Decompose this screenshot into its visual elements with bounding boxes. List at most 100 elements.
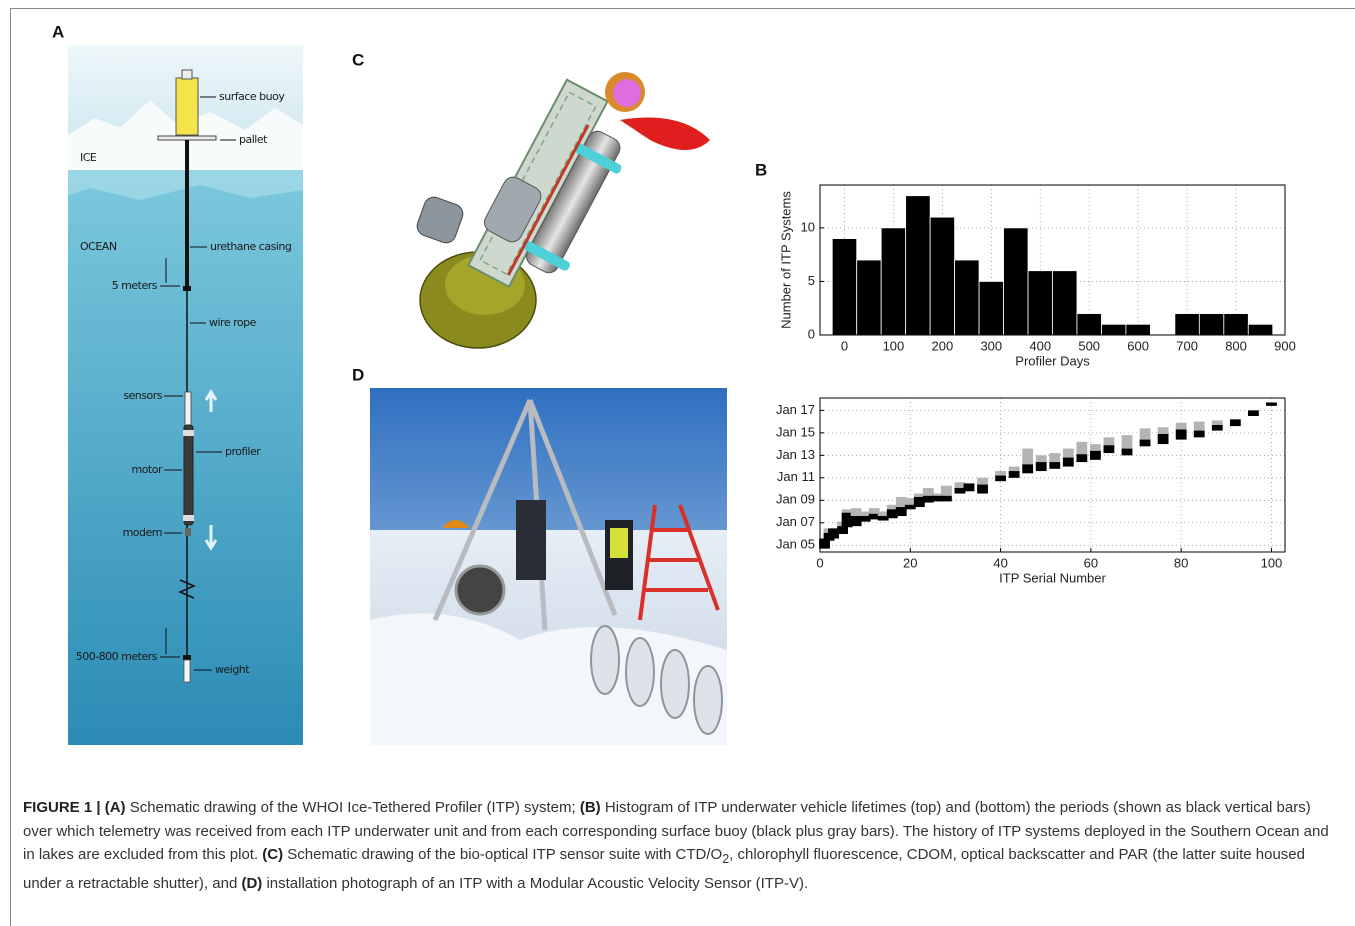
y-tick-label: 0 <box>808 326 815 341</box>
bar <box>1027 270 1053 336</box>
buoy-bar <box>886 504 898 510</box>
bar <box>1174 313 1200 336</box>
profiler-bar <box>922 495 934 503</box>
schematic-label: ICE <box>80 151 97 164</box>
bar <box>1125 323 1151 336</box>
profiler-bar <box>1076 454 1088 463</box>
x-tick-label: 100 <box>883 338 905 353</box>
profiler-bar <box>868 513 880 520</box>
buoy-bar <box>913 493 925 497</box>
bar <box>1052 270 1078 336</box>
bar <box>880 227 907 336</box>
schematic-label: motor <box>131 463 162 476</box>
profiler-bar <box>1022 464 1034 474</box>
profiler-bar <box>837 526 848 535</box>
x-tick-label: 700 <box>1176 338 1198 353</box>
buoy-bar <box>1193 421 1205 431</box>
y-tick-label: Jan 15 <box>776 424 815 439</box>
caption-bold: (C) <box>262 846 284 863</box>
schematic-label: 5 meters <box>112 279 158 292</box>
sensor-rendering <box>416 72 710 349</box>
caption-text: installation photograph of an ITP with a… <box>262 874 809 892</box>
buoy-bar <box>850 508 862 517</box>
buoy-bar <box>859 511 871 517</box>
profiler-bar <box>931 495 943 502</box>
schematic-panel: surface buoy pallet ICE OCEAN urethane c… <box>68 45 303 745</box>
profiler-bar <box>1157 433 1169 445</box>
profiler-bar <box>1266 402 1277 406</box>
caption-text: , chlorophyll fluorescence, CDOM, optica… <box>23 846 1305 892</box>
x-tick-label: 900 <box>1274 338 1296 353</box>
profiler-bar <box>859 516 871 522</box>
caption-text: Schematic drawing of the bio-optical ITP… <box>283 846 723 863</box>
schematic-label: urethane casing <box>210 240 291 253</box>
bar <box>954 259 980 336</box>
buoy-bar <box>868 508 880 514</box>
plot-area <box>820 398 1285 552</box>
profiler-bar <box>1049 462 1061 469</box>
profiler-bar <box>841 512 853 528</box>
profiler-bar <box>1103 445 1115 454</box>
profiler-bar <box>1211 424 1223 431</box>
buoy-bar <box>977 477 988 485</box>
axes-frame <box>819 184 1286 336</box>
schematic-label: profiler <box>225 445 261 458</box>
x-tick-label: 600 <box>1127 338 1149 353</box>
x-tick-label: 800 <box>1225 338 1247 353</box>
caption-bold: (D) <box>241 874 263 892</box>
schematic-label: surface buoy <box>219 90 285 103</box>
schematic-label: pallet <box>239 133 268 146</box>
profiler-bar <box>895 507 907 517</box>
buoy-bar <box>1175 422 1187 430</box>
buoy-bar <box>931 493 943 496</box>
x-axis-label: ITP Serial Number <box>999 570 1106 585</box>
installation-photo <box>370 388 727 745</box>
buoy-bar <box>1121 435 1133 449</box>
profiler-bar <box>954 487 966 494</box>
x-tick-label: 300 <box>980 338 1002 353</box>
buoy-bar <box>922 487 934 496</box>
bar <box>1101 323 1127 336</box>
x-tick-label: 60 <box>1084 555 1098 570</box>
buoy-bar <box>1035 455 1047 463</box>
buoy-bar <box>1022 448 1034 465</box>
x-tick-label: 40 <box>993 555 1007 570</box>
buoy-bar <box>1139 428 1151 440</box>
bar <box>1223 313 1249 336</box>
caption-text: Schematic drawing of the WHOI Ice-Tether… <box>125 799 580 816</box>
bar <box>1003 227 1029 336</box>
profiler-bar <box>963 483 975 492</box>
buoy-bar <box>1103 437 1115 446</box>
buoy-bar <box>877 511 889 517</box>
profiler-bar <box>1008 471 1020 478</box>
buoy-bar <box>954 482 966 488</box>
y-tick-label: Jan 05 <box>776 537 815 552</box>
figure-caption: FIGURE 1 | (A) Schematic drawing of the … <box>23 796 1343 895</box>
caption-subscript: 2 <box>722 852 730 866</box>
x-tick-label: 400 <box>1029 338 1051 353</box>
profiler-bar <box>1035 462 1047 472</box>
buoy-bar <box>995 471 1006 476</box>
buoy-bar <box>895 496 907 508</box>
bar <box>1198 313 1225 336</box>
bar <box>1247 323 1274 336</box>
profiler-bar <box>819 538 830 549</box>
profiler-bar <box>850 516 862 527</box>
schematic-label: 500-800 meters <box>76 650 158 663</box>
y-tick-label: 5 <box>808 273 815 288</box>
panel-label: D <box>352 365 364 384</box>
schematic-label: wire rope <box>209 316 257 329</box>
buoy-bar <box>1008 466 1020 472</box>
profiler-bar <box>977 484 988 494</box>
profiler-bar <box>1121 448 1133 456</box>
buoy-bar <box>1211 420 1223 425</box>
buoy-bar <box>1049 453 1061 463</box>
profiler-bar <box>913 496 925 508</box>
y-tick-label: Jan 11 <box>777 469 815 484</box>
x-tick-label: 0 <box>816 555 823 570</box>
profiler-bar <box>828 528 839 539</box>
buoy-bar <box>1157 427 1169 434</box>
x-tick-label: 100 <box>1261 555 1283 570</box>
profiler-bar <box>1193 430 1205 438</box>
bar <box>1076 313 1102 336</box>
